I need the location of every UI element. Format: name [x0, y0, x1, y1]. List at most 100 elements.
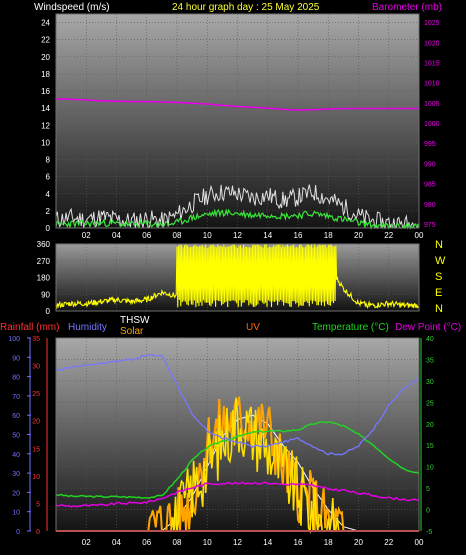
- direction-tick-label: 0: [46, 307, 51, 316]
- humidity-series-line: [55, 353, 420, 456]
- climate-x-tick-label: 18: [324, 538, 333, 547]
- barometer-tick-label: 1025: [424, 20, 440, 27]
- rainfall-tick-label: 5: [36, 501, 40, 508]
- temperature-tick-label: 40: [426, 336, 434, 343]
- direction-tick-label: 180: [37, 274, 51, 283]
- wind-x-tick-label: 10: [203, 231, 212, 240]
- barometer-axis-label: Barometer (mb): [372, 2, 442, 13]
- humidity-tick-label: 60: [12, 413, 20, 420]
- climate-x-tick-label: 16: [294, 538, 303, 547]
- chart-title: 24 hour graph day : 25 May 2025: [172, 2, 320, 13]
- barometer-tick-label: 990: [424, 161, 436, 168]
- rainfall-tick-label: 15: [32, 446, 40, 453]
- barometer-tick-label: 1005: [424, 101, 440, 108]
- temperature-tick-label: 25: [426, 400, 434, 407]
- temperature-tick-label: 35: [426, 357, 434, 364]
- windspeed-tick-label: 10: [41, 138, 50, 147]
- windspeed-tick-label: 8: [46, 156, 51, 165]
- compass-w: W: [435, 255, 446, 267]
- wind-x-tick-label: 08: [173, 231, 182, 240]
- climate-x-tick-label: 08: [173, 538, 182, 547]
- humidity-tick-label: 0: [16, 529, 20, 536]
- direction-tick-label: 360: [37, 240, 51, 249]
- wind-direction-trace: [55, 243, 420, 310]
- barometer-series-line: [55, 98, 419, 111]
- dew-point-series-line: [55, 481, 420, 508]
- temperature-tick-label: 10: [426, 465, 434, 472]
- humidity-tick-label: 40: [12, 452, 20, 459]
- compass-n-bottom: N: [435, 303, 443, 315]
- humidity-tick-label: 90: [12, 355, 20, 362]
- climate-x-tick-label: 04: [112, 538, 121, 547]
- rainfall-tick-label: 10: [32, 474, 40, 481]
- barometer-tick-label: 1020: [424, 40, 440, 47]
- climate-x-tick-label: 14: [263, 538, 272, 547]
- windspeed-tick-label: 14: [41, 104, 50, 113]
- compass-n-top: N: [435, 239, 443, 251]
- barometer-tick-label: 980: [424, 202, 436, 209]
- rainfall-tick-label: 0: [36, 529, 40, 536]
- climate-x-tick-label: 02: [82, 538, 91, 547]
- legend-dew-point: Dew Point (°C): [395, 322, 461, 333]
- compass-e: E: [435, 287, 442, 299]
- legend-temperature: Temperature (°C): [312, 322, 389, 333]
- temperature-tick-label: 30: [426, 379, 434, 386]
- climate-x-tick-label: 22: [384, 538, 393, 547]
- windspeed-tick-label: 24: [41, 19, 50, 28]
- legend-uv: UV: [246, 322, 260, 333]
- wind-x-tick-label: 00: [415, 231, 424, 240]
- barometer-tick-label: 1010: [424, 81, 440, 88]
- legend-rainfall: Rainfall (mm): [0, 322, 59, 333]
- wind-x-tick-label: 14: [263, 231, 272, 240]
- wind-panel-background: [56, 14, 419, 228]
- legend-thsw: THSW: [120, 315, 150, 326]
- humidity-tick-label: 100: [8, 336, 20, 343]
- windspeed-tick-label: 6: [46, 173, 51, 182]
- wind-x-tick-label: 02: [82, 231, 91, 240]
- climate-x-tick-label: 12: [233, 538, 242, 547]
- rainfall-tick-label: 25: [32, 391, 40, 398]
- climate-x-tick-label: 00: [415, 538, 424, 547]
- windspeed-tick-label: 20: [41, 53, 50, 62]
- temperature-tick-label: -5: [426, 529, 432, 536]
- wind-x-tick-label: 22: [384, 231, 393, 240]
- windspeed-tick-label: 18: [41, 70, 50, 79]
- compass-s: S: [435, 271, 442, 283]
- gust-series-line: [55, 184, 420, 230]
- barometer-tick-label: 995: [424, 141, 436, 148]
- climate-x-tick-label: 10: [203, 538, 212, 547]
- climate-x-tick-label: 06: [142, 538, 151, 547]
- avg-wind-series-line: [55, 208, 420, 230]
- climate-panel-border: [55, 337, 420, 532]
- wind-x-tick-label: 20: [354, 231, 363, 240]
- wind-x-tick-label: 06: [142, 231, 151, 240]
- wind-x-tick-label: 12: [233, 231, 242, 240]
- barometer-tick-label: 985: [424, 182, 436, 189]
- rainfall-tick-label: 35: [32, 336, 40, 343]
- direction-panel-border: [55, 243, 420, 312]
- barometer-tick-label: 1000: [424, 121, 440, 128]
- temperature-tick-label: 20: [426, 422, 434, 429]
- wind-panel-border: [55, 13, 420, 229]
- windspeed-tick-label: 22: [41, 36, 50, 45]
- humidity-tick-label: 50: [12, 433, 20, 440]
- temperature-tick-label: 5: [426, 486, 430, 493]
- direction-tick-label: 90: [41, 290, 50, 299]
- windspeed-axis-label: Windspeed (m/s): [34, 2, 110, 13]
- windspeed-tick-label: 4: [46, 190, 51, 199]
- windspeed-tick-label: 2: [46, 207, 51, 216]
- barometer-tick-label: 1015: [424, 60, 440, 67]
- temperature-tick-label: 0: [426, 508, 430, 515]
- humidity-tick-label: 80: [12, 375, 20, 382]
- windspeed-tick-label: 0: [46, 224, 51, 233]
- wind-x-tick-label: 04: [112, 231, 121, 240]
- temperature-series-line: [55, 421, 420, 499]
- legend-humidity: Humidity: [68, 322, 107, 333]
- climate-x-tick-label: 20: [354, 538, 363, 547]
- humidity-tick-label: 30: [12, 471, 20, 478]
- wind-x-tick-label: 16: [294, 231, 303, 240]
- windspeed-tick-label: 16: [41, 87, 50, 96]
- wind-x-tick-label: 18: [324, 231, 333, 240]
